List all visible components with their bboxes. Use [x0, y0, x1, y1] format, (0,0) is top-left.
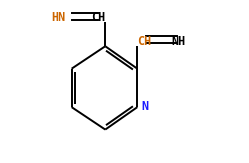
- Text: CH: CH: [91, 11, 105, 24]
- Text: HN: HN: [51, 11, 65, 24]
- Text: CH: CH: [137, 35, 152, 48]
- Text: N: N: [141, 100, 148, 113]
- Text: NH: NH: [171, 35, 186, 48]
